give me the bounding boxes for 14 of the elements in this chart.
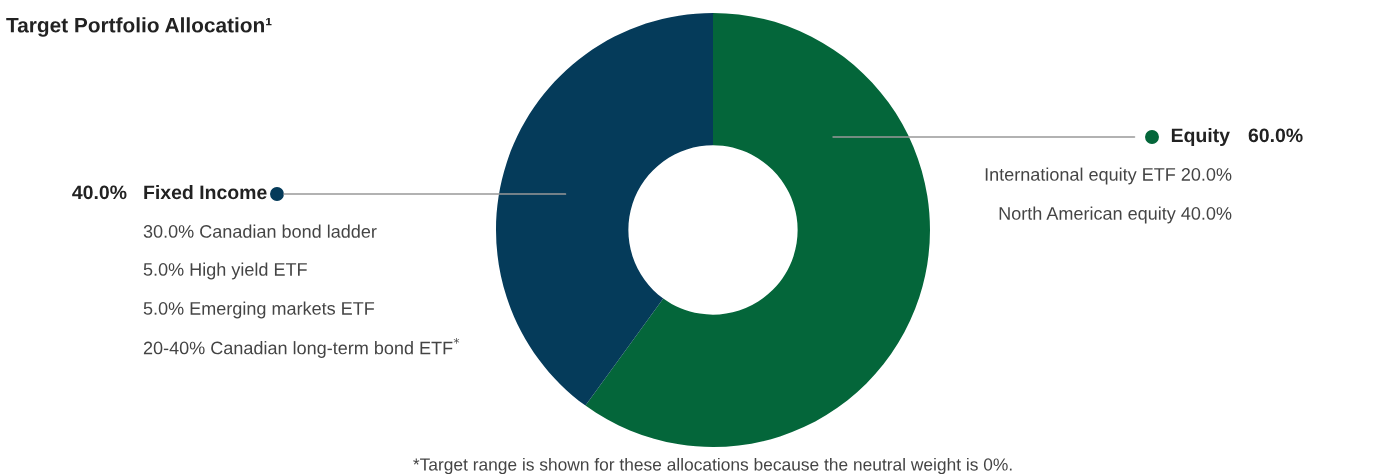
text: North American equity 40.0% [999,206,1232,224]
data-label: 40.0% [72,185,127,200]
legend-label: Equity [1171,127,1230,147]
donut-slice [496,13,713,406]
text: International equity ETF 20.0% [985,167,1232,185]
text: *Target range is shown for these allocations because the neutral weight is 0%. [413,457,1012,475]
text: 30.0% Canadian bond ladder [143,224,377,238]
donut-slice [585,13,930,447]
slice-label: Fixed Income [144,184,267,200]
text: 5.0% Emerging markets ETF [143,301,375,319]
text: 5.0% High yield ETF [143,262,307,280]
text: 20-40% Canadian long-term bond ETF$^{*}$ [143,337,460,358]
chart-title: Target Portfolio Allocation¹ [6,17,272,37]
data-label: 60.0% [1248,128,1303,143]
